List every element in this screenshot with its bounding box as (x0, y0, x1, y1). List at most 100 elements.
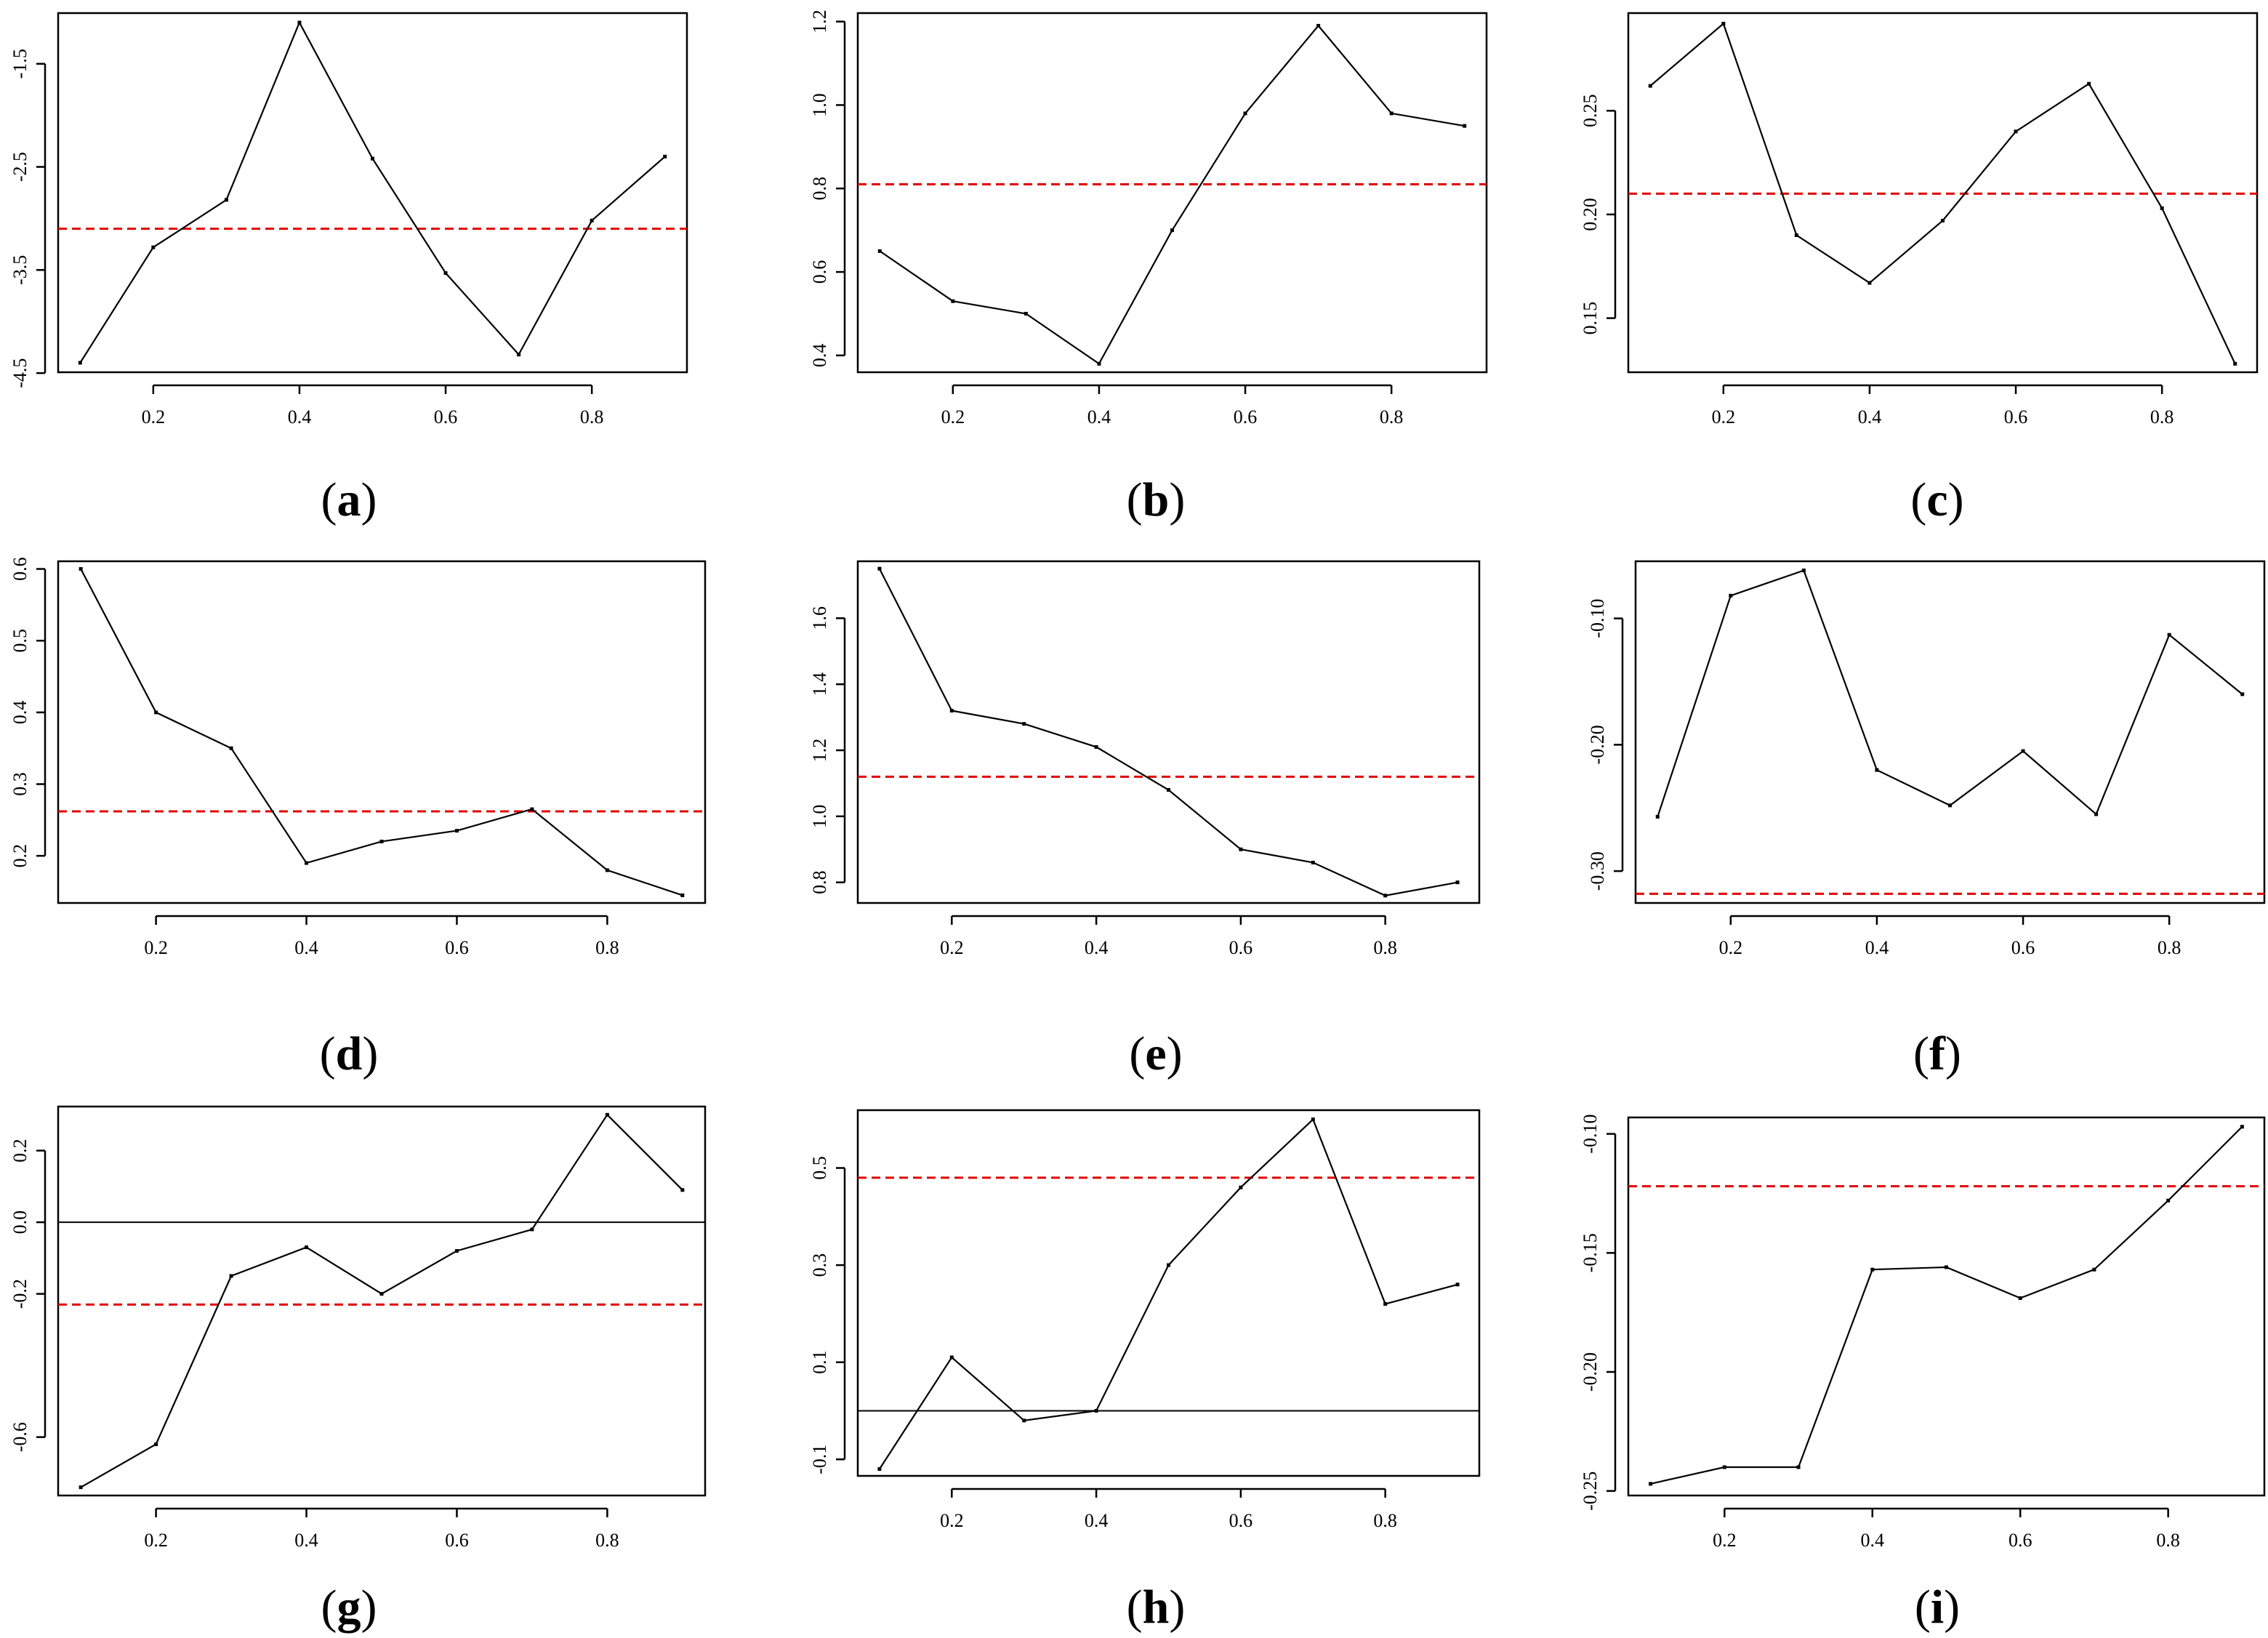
y-tick-label: 1.6 (809, 606, 830, 630)
x-tick-label: 0.8 (595, 1530, 619, 1551)
y-tick-label: 0.3 (809, 1253, 830, 1277)
data-point (1867, 281, 1872, 285)
y-tick-label: -3.5 (9, 255, 31, 285)
y-tick-label: -4.5 (9, 358, 31, 388)
y-tick-label: 0.0 (9, 1211, 31, 1234)
data-point (2240, 692, 2245, 696)
y-tick-label: -0.15 (1580, 1233, 1601, 1272)
data-point (877, 1467, 882, 1472)
data-point (2233, 361, 2237, 366)
data-point (297, 20, 302, 25)
data-point (443, 271, 448, 276)
data-point (1094, 1408, 1098, 1413)
data-point (2167, 633, 2171, 637)
data-point (2092, 1267, 2096, 1272)
data-point (680, 893, 685, 897)
y-tick-label: 1.4 (809, 673, 830, 696)
x-tick-label: 0.6 (445, 1530, 469, 1551)
data-point (680, 1188, 685, 1192)
x-tick-label: 0.2 (1712, 406, 1736, 427)
y-tick-label: -2.5 (9, 152, 31, 182)
x-tick-label: 0.8 (2156, 1530, 2180, 1551)
x-tick-label: 0.4 (294, 937, 318, 958)
panel-caption-g: (g) (321, 1581, 377, 1634)
chart-panel-c: 0.2 0.4 0.6 0.8 0.15 0.20 0.25 (1580, 12, 2259, 427)
y-tick-label: 1.0 (809, 93, 830, 117)
plot-frame (1634, 560, 2266, 904)
chart-panel-g: 0.2 0.4 0.6 0.8 -0.6 -0.2 0.0 0.2 (9, 1105, 707, 1551)
panel-caption-e: (e) (1129, 1027, 1183, 1080)
x-tick-label: 0.4 (1085, 937, 1109, 958)
data-point (1022, 722, 1026, 726)
data-point (949, 708, 954, 712)
x-tick-label: 0.2 (940, 1510, 964, 1531)
data-point (1167, 1263, 1170, 1267)
chart-panel-i: 0.2 0.4 0.6 0.8 -0.25 -0.20 -0.15 -0.10 (1580, 1115, 2266, 1551)
data-point (1239, 847, 1243, 851)
y-tick-label: -0.20 (1587, 725, 1608, 764)
x-tick-label: 0.2 (941, 406, 965, 427)
data-point (305, 1245, 309, 1250)
data-point (949, 1355, 954, 1360)
x-tick-label: 0.8 (2158, 937, 2181, 958)
x-tick-label: 0.2 (940, 937, 964, 958)
plot-frame (1627, 1116, 2266, 1497)
series-line (879, 24, 1465, 365)
data-point (2166, 1198, 2171, 1203)
data-point (1649, 1482, 1653, 1486)
y-tick-label: 0.15 (1580, 302, 1601, 335)
data-point (379, 1292, 384, 1296)
data-point (1389, 111, 1394, 116)
panel-caption-c: (c) (1910, 473, 1964, 526)
y-tick-label: 0.4 (809, 344, 830, 368)
data-point (1948, 803, 1952, 808)
x-tick-label: 0.2 (1719, 937, 1743, 958)
y-tick-label: 0.20 (1580, 198, 1601, 231)
panel-caption-i: (i) (1914, 1581, 1961, 1634)
data-point (1655, 814, 1660, 819)
x-tick-label: 0.4 (1087, 406, 1111, 427)
y-tick-label: 0.5 (9, 629, 31, 653)
data-point (663, 154, 667, 158)
x-tick-label: 0.2 (142, 406, 166, 427)
x-tick-label: 0.6 (2008, 1530, 2032, 1551)
y-tick-label: 0.1 (809, 1350, 830, 1374)
x-tick-label: 0.4 (1861, 1530, 1885, 1551)
data-point (2021, 749, 2025, 753)
chart-panel-h: 0.2 0.4 0.6 0.8 -0.1 0.1 0.3 0.5 (809, 1109, 1481, 1531)
panel-caption-a: (a) (321, 473, 377, 526)
data-point (517, 353, 521, 357)
panel-caption-h: (h) (1126, 1581, 1186, 1634)
data-point (877, 566, 882, 571)
data-point (1022, 1418, 1026, 1423)
data-point (1311, 1117, 1315, 1122)
data-point (454, 829, 459, 833)
data-point (2087, 81, 2091, 86)
data-point (1870, 1267, 1875, 1272)
data-point (530, 1227, 534, 1232)
y-tick-label: 0.2 (9, 1139, 31, 1163)
data-point (305, 861, 309, 865)
y-tick-label: 1.0 (809, 805, 830, 829)
data-point (2094, 812, 2099, 816)
data-point (951, 299, 955, 303)
data-point (1243, 111, 1247, 116)
x-tick-label: 0.2 (144, 937, 168, 958)
y-tick-label: -0.30 (1587, 851, 1608, 891)
chart-panel-b: 0.2 0.4 0.6 0.8 0.4 0.6 0.8 1.0 1.2 (809, 9, 1488, 427)
y-tick-label: 0.8 (809, 870, 830, 894)
y-tick-label: 0.5 (809, 1156, 830, 1180)
x-tick-label: 0.6 (445, 937, 469, 958)
plot-frame (57, 12, 688, 374)
x-tick-label: 0.8 (595, 937, 619, 958)
data-point (78, 361, 82, 365)
plot-frame (1627, 12, 2259, 374)
y-tick-label: -1.5 (9, 49, 31, 79)
data-point (1383, 1302, 1388, 1306)
data-point (877, 249, 882, 253)
series-line (80, 569, 683, 896)
series-line (878, 568, 1458, 896)
y-tick-label: -0.25 (1580, 1472, 1601, 1511)
data-point (154, 710, 158, 715)
